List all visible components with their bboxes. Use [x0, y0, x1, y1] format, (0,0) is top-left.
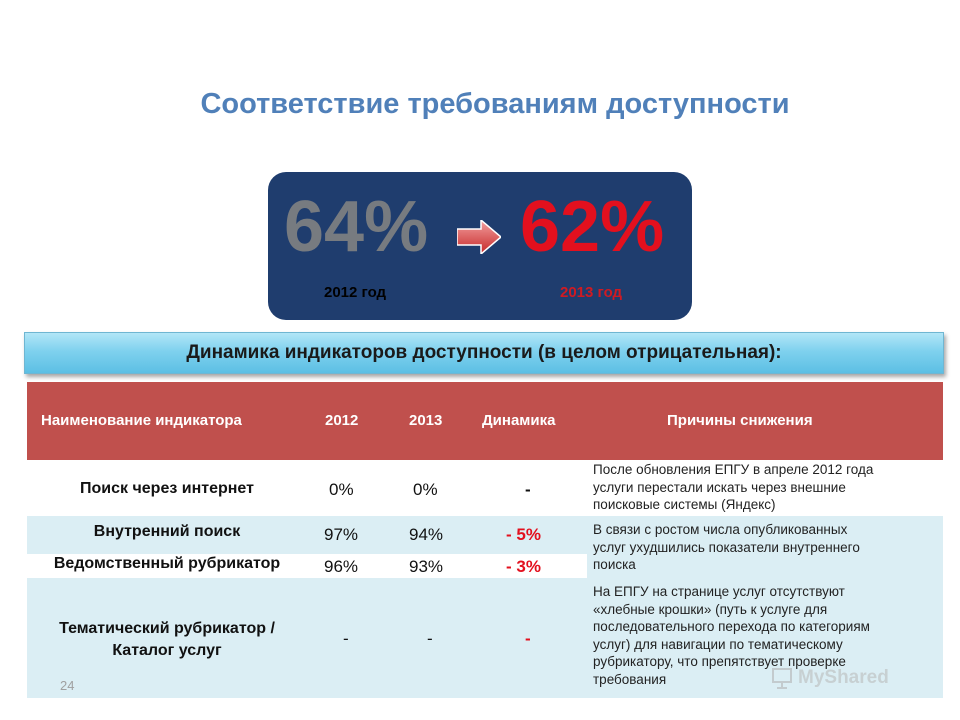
- arrow-right-icon: [457, 220, 501, 254]
- row-name: Ведомственный рубрикатор: [53, 555, 281, 572]
- row-dynamic: - 3%: [506, 557, 541, 576]
- watermark-text: MyShared: [798, 667, 889, 688]
- row-2013-value: 94%: [409, 525, 444, 544]
- old-year-label: 2012 год: [324, 284, 387, 301]
- reason-line: услуги перестали искать через внешние: [593, 479, 846, 495]
- header-dynamics: Динамика: [482, 412, 556, 429]
- old-percentage: 64%: [284, 187, 429, 267]
- row-2012-value: 96%: [324, 557, 359, 576]
- reason-line: В связи с ростом числа опубликованных: [593, 522, 848, 537]
- slide-title: Соответствие требованиям доступности: [200, 88, 790, 120]
- row-2013-value: -: [427, 629, 433, 648]
- new-percentage: 62%: [520, 187, 665, 267]
- row-name: Внутренний поиск: [93, 523, 241, 540]
- reason-line: услуг ухудшились показатели внутреннего: [593, 539, 860, 555]
- stats-box: 64% 62% 2012 год 2013 год: [268, 172, 692, 320]
- reason-line: поисковые системы (Яндекс): [593, 497, 776, 512]
- row-name: Поиск через интернет: [80, 480, 254, 497]
- reason-line: После обновления ЕПГУ в апреле 2012 года: [593, 462, 874, 477]
- new-year-label: 2013 год: [560, 284, 623, 301]
- row-reason: На ЕПГУ на странице услуг отсутствуют «х…: [593, 583, 938, 688]
- header-2012: 2012: [325, 412, 359, 429]
- row-dynamic: -: [525, 480, 531, 499]
- header-indicator-name: Наименование индикатора: [41, 412, 242, 429]
- reason-line: «хлебные крошки» (путь к услуге для: [593, 601, 828, 617]
- reason-line: услуг) для навигации по тематическому: [593, 636, 843, 652]
- page-number: 24: [60, 678, 75, 693]
- reason-line: требования: [593, 671, 667, 687]
- merged-reason: В связи с ростом числа опубликованных ус…: [593, 521, 938, 574]
- presentation-icon: [772, 668, 792, 689]
- reason-line: последовательного перехода по категориям: [593, 619, 870, 634]
- row-2012-value: 0%: [329, 480, 354, 499]
- name-line: Тематический рубрикатор /: [59, 620, 275, 637]
- row-2012-value: -: [343, 629, 349, 648]
- row-dynamic: - 5%: [506, 525, 541, 544]
- reason-line: На ЕПГУ на странице услуг отсутствуют: [593, 584, 845, 599]
- reason-line: рубрикатору, что препятствует проверке: [593, 654, 846, 669]
- table-row: [27, 460, 943, 516]
- header-2013: 2013: [409, 412, 443, 429]
- dynamics-banner: Динамика индикаторов доступности (в цело…: [24, 332, 944, 374]
- watermark: MyShared: [770, 664, 889, 692]
- row-name: Тематический рубрикатор / Каталог услуг: [27, 618, 307, 662]
- row-2013-value: 93%: [409, 557, 444, 576]
- name-line: Каталог услуг: [112, 642, 222, 659]
- indicators-table: Наименование индикатора 2012 2013 Динами…: [27, 382, 943, 698]
- row-reason: После обновления ЕПГУ в апреле 2012 года…: [593, 461, 938, 514]
- table-header: Наименование индикатора 2012 2013 Динами…: [27, 382, 943, 460]
- header-reasons: Причины снижения: [667, 412, 813, 429]
- row-2012-value: 97%: [324, 525, 359, 544]
- row-dynamic: -: [525, 629, 531, 648]
- row-2013-value: 0%: [413, 480, 438, 499]
- table-row: [27, 554, 587, 578]
- reason-line: поиска: [593, 557, 636, 572]
